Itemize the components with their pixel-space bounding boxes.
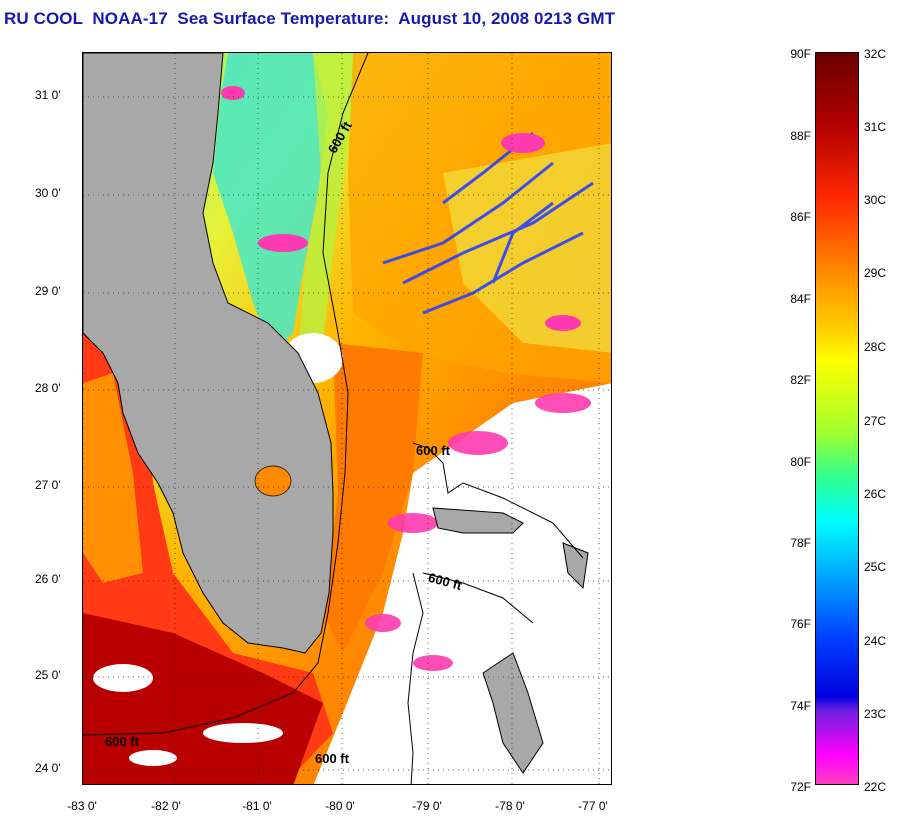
lon-label-80: -80 0' (325, 799, 355, 813)
scale-label-82f: 82F (790, 373, 811, 387)
lon-label-82: -82 0' (151, 799, 181, 813)
lon-label-79: -79 0' (412, 799, 442, 813)
scale-label-23c: 23C (864, 707, 887, 721)
scale-label-76f: 76F (790, 617, 811, 631)
sst-map: 600 ft 600 ft 600 ft 600 ft 600 ft (82, 52, 612, 785)
lat-label-31: 31 0' (35, 88, 61, 102)
scale-label-26c: 26C (864, 487, 887, 501)
scale-label-86f: 86F (790, 210, 811, 224)
scale-label-30c: 30C (864, 193, 887, 207)
scale-label-24c: 24C (864, 634, 887, 648)
color-scale-bar (815, 52, 859, 785)
coastal-cool-band (213, 53, 328, 353)
isobath-600ft (83, 53, 584, 784)
gulf-orange (83, 373, 143, 583)
lat-label-25: 25 0' (35, 668, 61, 682)
graticule (83, 53, 611, 784)
cloud-edge-pink (365, 393, 591, 671)
lon-label-81: -81 0' (242, 799, 272, 813)
scale-label-31c: 31C (864, 120, 887, 134)
lat-label-26: 26 0' (35, 572, 61, 586)
map-title: RU COOL NOAA-17 Sea Surface Temperature:… (4, 9, 616, 28)
coastal-green-band (298, 53, 358, 353)
lat-label-27: 27 0' (35, 478, 61, 492)
scale-label-90f: 90F (790, 47, 811, 61)
cloud-cover (93, 333, 611, 784)
contour-label-5: 600 ft (315, 751, 350, 766)
lat-label-29: 29 0' (35, 284, 61, 298)
sst-map-canvas: 600 ft 600 ft 600 ft 600 ft 600 ft (83, 53, 611, 784)
lon-label-78: -78 0' (495, 799, 525, 813)
lat-label-30: 30 0' (35, 186, 61, 200)
scale-label-84f: 84F (790, 292, 811, 306)
scale-label-28c: 28C (864, 340, 887, 354)
contour-label-4: 600 ft (105, 734, 140, 749)
lon-label-77: -77 0' (578, 799, 608, 813)
scale-label-27c: 27C (864, 414, 887, 428)
contour-label-2: 600 ft (416, 443, 451, 458)
bahamas-land (432, 507, 589, 774)
scale-label-80f: 80F (790, 455, 811, 469)
scale-label-22c: 22C (864, 780, 887, 794)
lon-label-83: -83 0' (67, 799, 97, 813)
scale-label-25c: 25C (864, 560, 887, 574)
offshore-yellow (443, 143, 611, 353)
lat-label-28: 28 0' (35, 381, 61, 395)
scale-label-88f: 88F (790, 129, 811, 143)
scale-label-32c: 32C (864, 47, 887, 61)
scale-label-29c: 29C (864, 266, 887, 280)
florida-land (83, 53, 334, 654)
scale-label-72f: 72F (790, 780, 811, 794)
scale-label-78f: 78F (790, 536, 811, 550)
straits-warm (323, 343, 423, 653)
lat-label-24: 24 0' (35, 761, 61, 775)
lake-okeechobee (254, 465, 292, 497)
scale-label-74f: 74F (790, 699, 811, 713)
